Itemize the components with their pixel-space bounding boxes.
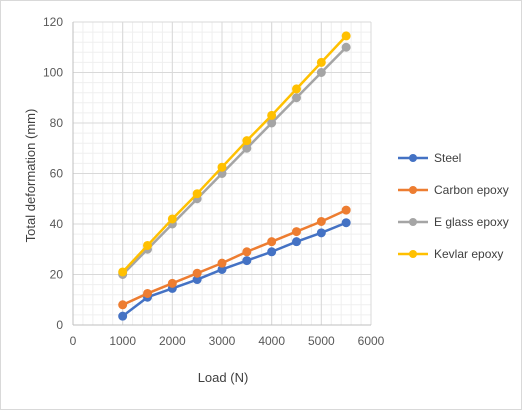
data-point	[143, 240, 152, 250]
axes	[72, 22, 371, 326]
data-point	[267, 237, 277, 247]
y-tick-label: 60	[50, 167, 64, 181]
data-point	[192, 189, 202, 199]
x-axis-title: Load (N)	[198, 370, 249, 385]
legend-label: E glass epoxy	[434, 215, 509, 229]
series-lines	[118, 31, 351, 321]
data-point	[267, 118, 277, 128]
data-point	[292, 237, 301, 247]
data-point	[242, 256, 252, 266]
data-point	[316, 68, 326, 77]
data-point	[118, 311, 128, 321]
x-tick-label: 6000	[358, 334, 385, 348]
legend-item: Kevlar epoxy	[398, 247, 503, 261]
series-line	[121, 35, 348, 273]
legend-swatch-marker	[409, 154, 417, 162]
data-point	[167, 214, 177, 224]
y-tick-label: 80	[50, 116, 64, 130]
x-tick-label: 4000	[258, 334, 285, 348]
series-carbon-epoxy	[118, 205, 351, 310]
data-point	[217, 258, 227, 268]
tick-labels: 0 1000 2000 3000 4000 5000 6000 0 20 40 60 80 100 120	[43, 15, 385, 348]
data-point	[242, 136, 252, 146]
legend-swatch-marker	[409, 186, 417, 194]
data-point	[292, 84, 301, 94]
legend-item: Carbon epoxy	[398, 183, 509, 197]
legend-label: Carbon epoxy	[434, 183, 509, 197]
data-point	[143, 288, 152, 298]
data-point	[242, 247, 252, 257]
data-point	[167, 278, 177, 288]
gridlines	[72, 21, 372, 326]
legend-swatch-marker	[409, 250, 417, 258]
series-e-glass-epoxy	[118, 42, 351, 279]
x-tick-label: 0	[70, 334, 77, 348]
data-point	[217, 162, 227, 172]
data-point	[192, 268, 202, 278]
series-line	[122, 208, 347, 306]
y-tick-label: 100	[43, 66, 63, 80]
y-tick-label: 20	[50, 268, 64, 282]
x-tick-label: 3000	[209, 334, 236, 348]
y-axis-title: Total deformation (mm)	[23, 109, 38, 243]
legend-item: Steel	[398, 151, 461, 165]
series-kevlar-epoxy	[118, 31, 351, 277]
data-point	[118, 267, 128, 277]
x-tick-label: 1000	[109, 334, 136, 348]
data-point	[341, 42, 351, 52]
y-tick-label: 40	[50, 217, 64, 231]
data-point	[316, 216, 326, 226]
legend-item: E glass epoxy	[398, 215, 509, 229]
data-point	[316, 57, 326, 67]
x-tick-label: 5000	[308, 334, 335, 348]
data-point	[341, 205, 351, 215]
legend: Steel Carbon epoxy E glass epoxy Kevlar epo…	[398, 151, 509, 261]
data-point	[341, 218, 351, 228]
legend-label: Steel	[434, 151, 461, 165]
data-point	[341, 31, 351, 41]
series-line	[121, 46, 348, 276]
data-point	[267, 247, 277, 257]
legend-swatch-marker	[409, 218, 417, 226]
data-point	[316, 228, 326, 238]
data-point	[118, 300, 128, 310]
y-tick-label: 120	[43, 15, 63, 29]
series-line	[121, 221, 347, 318]
legend-label: Kevlar epoxy	[434, 247, 503, 261]
data-point	[267, 110, 277, 120]
data-point	[292, 93, 301, 103]
y-tick-label: 0	[56, 318, 63, 332]
data-point	[292, 227, 301, 237]
x-tick-label: 2000	[159, 334, 186, 348]
